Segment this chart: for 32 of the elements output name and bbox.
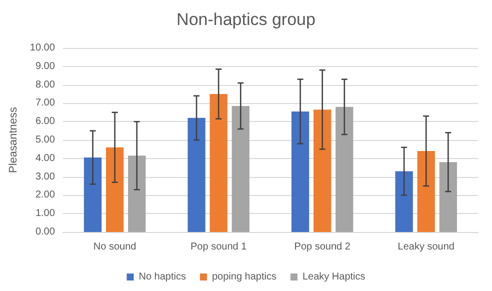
x-tick-label: Leaky sound xyxy=(398,242,454,252)
y-tick-label: 2.00 xyxy=(35,190,56,201)
bar xyxy=(336,106,354,232)
bar xyxy=(106,147,124,232)
bar xyxy=(417,151,435,232)
bar xyxy=(314,110,332,232)
y-tick-label: 9.00 xyxy=(35,60,56,72)
y-tick-label: 1.00 xyxy=(35,208,56,220)
x-tick-label: Pop sound 1 xyxy=(190,242,248,252)
y-tick-label: 5.00 xyxy=(35,134,56,146)
y-axis-title: Pleasantness xyxy=(8,106,20,174)
x-tick-label: Pop sound 2 xyxy=(294,242,351,252)
legend-label: poping haptics xyxy=(212,272,276,282)
y-tick-label: 8.00 xyxy=(35,79,56,90)
bar xyxy=(395,171,413,232)
bar xyxy=(232,106,250,232)
bar xyxy=(84,157,102,232)
chart-title: Non-haptics group xyxy=(176,10,316,29)
bar xyxy=(128,156,146,232)
y-tick-label: 3.00 xyxy=(35,171,56,182)
bar xyxy=(439,162,457,232)
y-tick-label: 10.00 xyxy=(30,42,56,54)
y-tick-label: 6.00 xyxy=(35,116,56,128)
legend-label: No haptics xyxy=(138,272,186,282)
y-tick-label: 7.00 xyxy=(35,98,56,109)
bar xyxy=(291,111,310,232)
y-tick-label: 0.00 xyxy=(35,226,56,238)
x-tick-label: No sound xyxy=(93,242,136,252)
bar xyxy=(188,118,206,232)
legend-label: Leaky Haptics xyxy=(302,272,366,282)
y-tick-label: 4.00 xyxy=(35,152,56,164)
bar xyxy=(210,94,228,232)
